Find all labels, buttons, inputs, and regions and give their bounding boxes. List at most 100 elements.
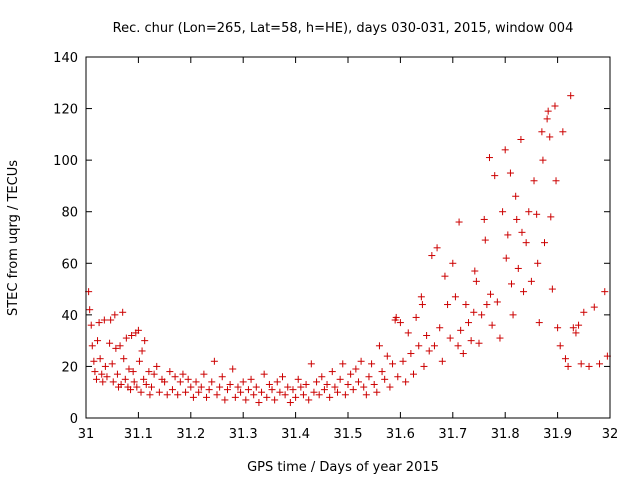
x-tick-label: 31 <box>78 427 95 442</box>
data-point <box>375 342 383 350</box>
data-point <box>221 396 229 404</box>
data-point <box>189 393 197 401</box>
data-point <box>462 301 470 309</box>
data-point <box>292 393 300 401</box>
data-point <box>410 370 417 378</box>
data-point <box>381 375 389 383</box>
data-point <box>112 344 120 352</box>
data-point <box>141 337 149 345</box>
data-point <box>402 378 410 386</box>
data-point <box>125 365 133 373</box>
data-point <box>417 293 425 301</box>
data-point <box>263 393 271 401</box>
data-point <box>552 177 560 185</box>
data-point <box>404 329 412 337</box>
data-point <box>90 357 98 365</box>
data-point <box>449 259 457 267</box>
y-tick-label: 40 <box>61 309 78 324</box>
data-point <box>418 301 426 309</box>
data-point <box>116 342 124 350</box>
data-point <box>187 383 195 391</box>
data-point <box>339 360 347 368</box>
data-point <box>368 360 376 368</box>
x-tick-label: 31.5 <box>334 427 363 442</box>
data-point <box>182 388 190 396</box>
data-point <box>396 319 404 327</box>
data-point <box>250 391 258 399</box>
data-point <box>564 362 572 370</box>
data-point <box>407 350 415 358</box>
data-point <box>475 339 483 347</box>
data-point <box>517 136 525 144</box>
data-point <box>559 128 567 136</box>
data-point <box>373 388 381 396</box>
data-point <box>94 337 102 345</box>
data-point <box>509 311 517 319</box>
data-point <box>554 324 562 332</box>
data-point <box>534 259 542 267</box>
data-point <box>481 236 489 244</box>
data-point <box>231 393 239 401</box>
data-point <box>281 391 289 399</box>
data-point <box>436 324 444 332</box>
plot-frame <box>85 56 611 419</box>
data-point <box>455 218 463 226</box>
data-point <box>216 383 224 391</box>
data-point <box>514 264 522 272</box>
data-point <box>86 306 94 314</box>
data-point <box>166 368 174 376</box>
data-point <box>567 92 575 100</box>
data-point <box>480 215 488 223</box>
data-point <box>547 213 555 221</box>
data-point <box>268 386 276 394</box>
data-point <box>88 342 96 350</box>
data-point <box>541 239 548 247</box>
data-point <box>352 365 360 373</box>
data-point <box>179 370 187 378</box>
y-tick-label: 100 <box>53 154 78 169</box>
data-point <box>341 391 349 399</box>
data-point <box>107 316 115 324</box>
data-point <box>354 378 362 386</box>
data-point <box>471 267 479 275</box>
x-tick-label: 31.8 <box>491 427 520 442</box>
data-point <box>357 357 365 365</box>
data-point <box>585 362 593 370</box>
data-point <box>176 378 184 386</box>
data-point <box>507 280 515 288</box>
x-tick-label: 31.9 <box>543 427 572 442</box>
data-point <box>572 329 580 337</box>
data-point <box>218 373 226 381</box>
data-point <box>279 373 286 381</box>
data-point <box>465 319 473 327</box>
data-point <box>208 378 216 386</box>
data-point <box>168 386 176 394</box>
data-point <box>543 115 551 123</box>
data-point <box>120 355 128 363</box>
data-point <box>506 169 514 177</box>
data-point <box>590 303 598 311</box>
data-point <box>320 386 328 394</box>
data-point <box>365 373 373 381</box>
data-point <box>577 360 585 368</box>
data-point <box>119 308 127 316</box>
data-point <box>533 210 541 218</box>
data-point <box>226 380 234 388</box>
data-point <box>336 375 344 383</box>
data-point <box>423 331 431 339</box>
data-point <box>386 383 394 391</box>
data-point <box>109 378 117 386</box>
data-point <box>146 391 154 399</box>
data-point <box>485 154 493 162</box>
data-point <box>538 128 546 136</box>
data-point <box>392 313 400 321</box>
data-point <box>428 252 436 260</box>
data-point <box>237 388 245 396</box>
data-point <box>140 375 148 383</box>
data-point <box>546 133 554 141</box>
data-point <box>551 102 559 110</box>
data-point <box>544 107 552 115</box>
data-point <box>155 388 163 396</box>
data-point <box>501 146 509 154</box>
data-point <box>520 288 528 296</box>
